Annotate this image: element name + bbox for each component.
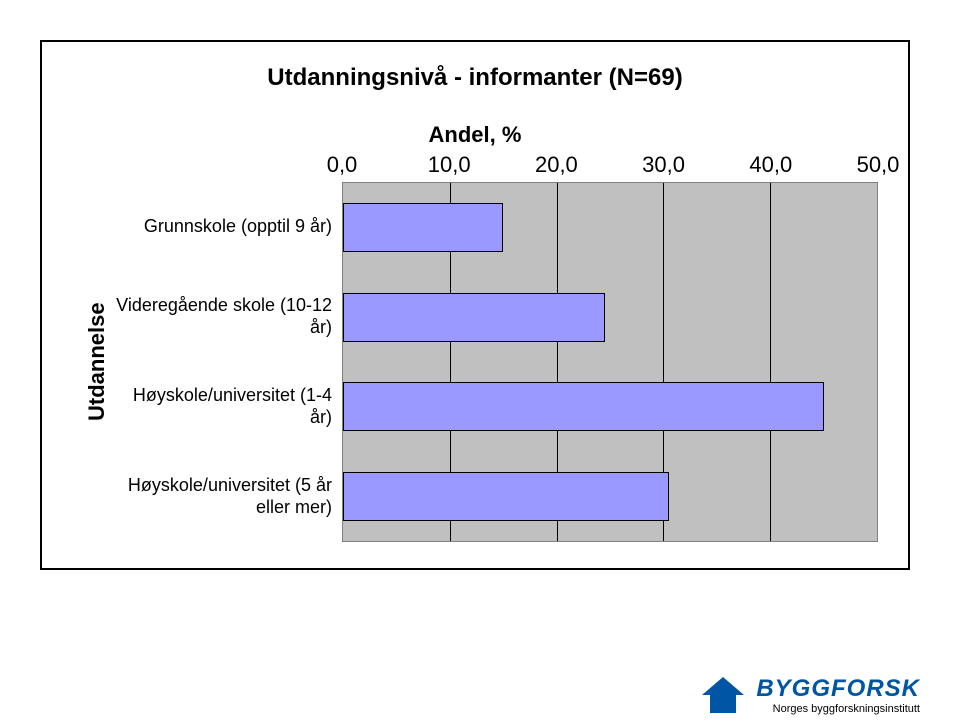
footer-branding: BYGGFORSK Norges byggforskningsinstitutt xyxy=(700,675,920,715)
bar xyxy=(343,293,605,342)
x-tick-labels: 0,010,020,030,040,050,0 xyxy=(342,152,878,176)
plot-block: Utdannelse Grunnskole (opptil 9 år)Vider… xyxy=(82,182,878,542)
gridline xyxy=(770,183,771,541)
bar xyxy=(343,472,669,521)
bar-fill xyxy=(343,293,605,342)
x-tick: 50,0 xyxy=(857,152,900,178)
yaxis-title: Utdannelse xyxy=(82,182,112,542)
x-tick: 20,0 xyxy=(535,152,578,178)
brand-name: BYGGFORSK xyxy=(756,675,920,703)
x-tick: 10,0 xyxy=(428,152,471,178)
chart-title: Utdanningsnivå - informanter (N=69) xyxy=(42,64,908,92)
bar-fill xyxy=(343,382,824,431)
bar-fill xyxy=(343,203,503,252)
plot-axis-wrap: 0,010,020,030,040,050,0 xyxy=(342,182,878,542)
y-category-labels: Grunnskole (opptil 9 år)Videregående sko… xyxy=(112,182,342,542)
x-tick: 40,0 xyxy=(749,152,792,178)
y-category-label: Høyskole/universitet (1-4 år) xyxy=(112,362,342,452)
brand-subtitle: Norges byggforskningsinstitutt xyxy=(773,703,920,715)
bar xyxy=(343,203,503,252)
y-category-label: Videregående skole (10-12 år) xyxy=(112,272,342,362)
y-category-label: Grunnskole (opptil 9 år) xyxy=(112,182,342,272)
y-category-label: Høyskole/universitet (5 år eller mer) xyxy=(112,452,342,542)
xaxis-title: Andel, % xyxy=(42,122,908,148)
bar-fill xyxy=(343,472,669,521)
house-icon xyxy=(700,675,746,715)
x-tick: 30,0 xyxy=(642,152,685,178)
plot-area xyxy=(342,182,878,542)
slide-root: Utdanningsnivå - informanter (N=69) Ande… xyxy=(0,0,960,725)
chart-frame: Utdanningsnivå - informanter (N=69) Ande… xyxy=(40,40,910,570)
bar xyxy=(343,382,824,431)
x-tick: 0,0 xyxy=(327,152,358,178)
footer-text: BYGGFORSK Norges byggforskningsinstitutt xyxy=(756,675,920,715)
